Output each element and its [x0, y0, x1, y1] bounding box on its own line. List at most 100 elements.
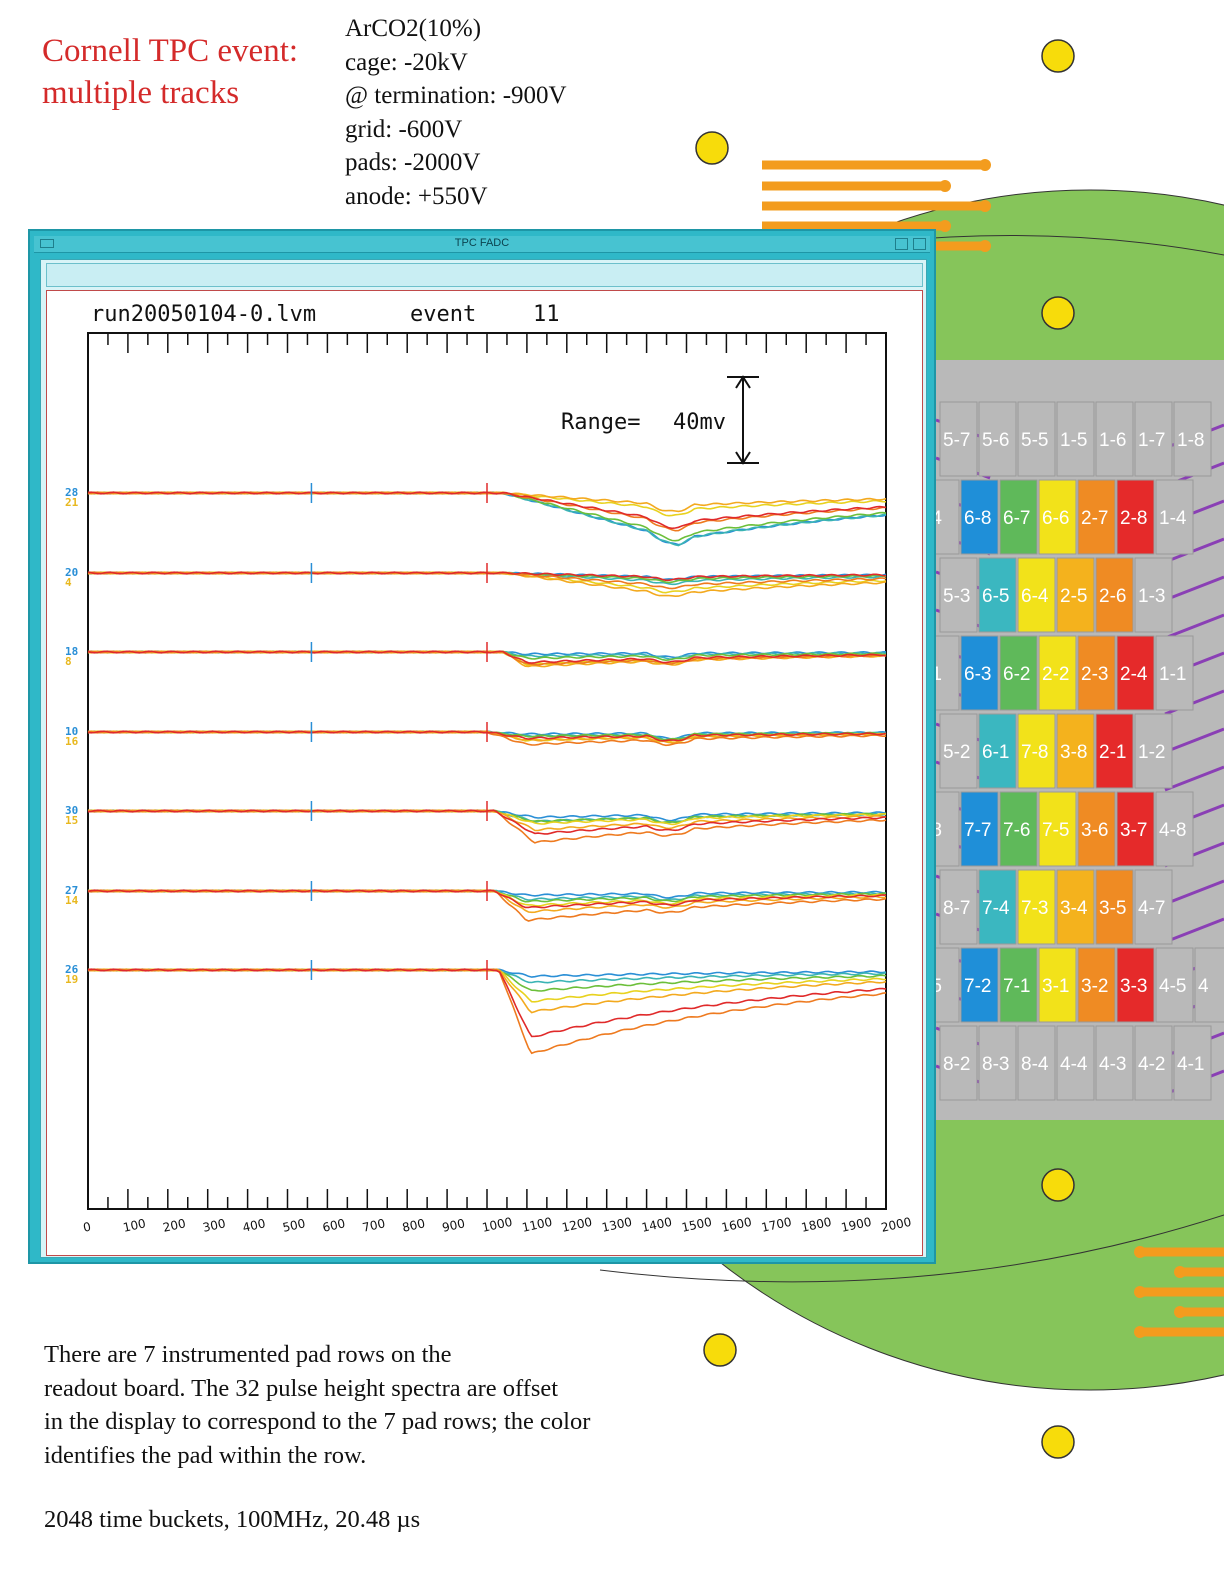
- pad-label: 5-5: [1021, 430, 1048, 451]
- pad-label: 6-8: [964, 508, 991, 529]
- window-menu-icon[interactable]: [40, 239, 54, 248]
- x-tick-label: 1200: [561, 1215, 594, 1235]
- pad-2-1: [1095, 713, 1134, 789]
- pad-label: 8-2: [943, 1054, 970, 1075]
- pad-label: 7-3: [1021, 898, 1048, 919]
- x-tick-label: 1400: [640, 1215, 673, 1235]
- pad-1-4: [1155, 479, 1194, 555]
- voltage-settings: ArCO2(10%) cage: -20kV @ termination: -9…: [345, 12, 567, 213]
- pad-1-6: [1095, 401, 1134, 477]
- pad-label: 1-6: [1099, 430, 1126, 451]
- pad-label: 4-8: [1159, 820, 1186, 841]
- pad-3-3: [1116, 947, 1155, 1023]
- row-label-bottom: 14: [65, 894, 79, 907]
- pad-label: 7-1: [1003, 976, 1030, 997]
- signal-wire: [1164, 765, 1224, 792]
- trace-connector-pad: [1134, 1326, 1146, 1338]
- window-title: TPC FADC: [454, 237, 510, 249]
- signal-wire: [1164, 917, 1224, 944]
- caption-line-4: identifies the pad within the row.: [44, 1441, 367, 1469]
- signal-wire: [1164, 879, 1224, 906]
- pad-5-2: [939, 713, 978, 789]
- pad-4-1: [1173, 1025, 1212, 1101]
- pad-label: 6-1: [982, 742, 1009, 763]
- x-tick-label: 2000: [880, 1215, 913, 1235]
- x-tick-label: 1700: [760, 1215, 793, 1235]
- pad-label: 3-2: [1081, 976, 1108, 997]
- pad-8-3: [978, 1025, 1017, 1101]
- pad-label: 1-5: [1060, 430, 1087, 451]
- pad-label: 8-7: [943, 898, 970, 919]
- pad-5-6: [978, 401, 1017, 477]
- pad-label: 8-3: [982, 1054, 1009, 1075]
- toolbar-strip: [46, 263, 923, 287]
- row-label-bottom: 15: [65, 814, 78, 827]
- pad-1-2: [1134, 713, 1173, 789]
- pad-1-7: [1134, 401, 1173, 477]
- pad-label: 5-3: [943, 586, 970, 607]
- pad-8-4: [1017, 1025, 1056, 1101]
- mounting-hole-icon: [1041, 1168, 1075, 1202]
- minimize-button[interactable]: [895, 238, 908, 250]
- pad-label: 2-3: [1081, 664, 1108, 685]
- pad-1-5: [1056, 401, 1095, 477]
- pad-label: 1-7: [1138, 430, 1165, 451]
- x-tick-label: 300: [202, 1216, 227, 1234]
- pad-7-3: [1017, 869, 1056, 945]
- trace-connector-pad: [979, 200, 991, 212]
- trace-connector-pad: [1134, 1286, 1146, 1298]
- x-tick-label: 0: [82, 1219, 92, 1234]
- pad-label: 2-4: [1120, 664, 1148, 685]
- pad-3-8: [1056, 713, 1095, 789]
- pad-label: 1-1: [1159, 664, 1186, 685]
- title-line-1: Cornell TPC event:: [42, 33, 299, 69]
- board-arc: [599, 1214, 1224, 1283]
- pad-6-3: [960, 635, 999, 711]
- pad-6-4: [1017, 557, 1056, 633]
- title-line-2: multiple tracks: [42, 75, 240, 111]
- pad-label: 7-6: [1003, 820, 1030, 841]
- pad-6-1: [978, 713, 1017, 789]
- caption: There are 7 instrumented pad rows on the…: [44, 1338, 704, 1472]
- x-tick-label: 200: [162, 1216, 187, 1234]
- pad-label: 6-6: [1042, 508, 1069, 529]
- run-file-label: run20050104-0.lvm: [91, 302, 316, 327]
- row-label-top: 18: [65, 645, 78, 658]
- settings-gas: ArCO2(10%): [345, 15, 482, 42]
- pad-3-6: [1077, 791, 1116, 867]
- fadc-plot: run20050104-0.lvm event 11 Range= 40mv 0…: [65, 302, 913, 1235]
- pad-label: 2-1: [1099, 742, 1126, 763]
- row-label-top: 10: [65, 725, 78, 738]
- plot-area: run20050104-0.lvm event 11 Range= 40mv 0…: [46, 290, 923, 1256]
- trace-connector-pad: [939, 180, 951, 192]
- x-tick-label: 600: [321, 1216, 346, 1234]
- maximize-button[interactable]: [913, 238, 926, 250]
- mounting-hole-icon: [1041, 39, 1075, 73]
- pad-3-7: [1116, 791, 1155, 867]
- mounting-hole-icon: [1041, 296, 1075, 330]
- event-number: 11: [533, 302, 560, 327]
- x-tick-label: 100: [122, 1216, 147, 1234]
- pad-label: 5-2: [943, 742, 970, 763]
- settings-grid: grid: -600V: [345, 115, 463, 143]
- pad-6-7: [999, 479, 1038, 555]
- pad-label: 4-2: [1138, 1054, 1165, 1075]
- window-titlebar[interactable]: TPC FADC: [34, 236, 930, 253]
- pad-2-7: [1077, 479, 1116, 555]
- pad-label: 3-5: [1099, 898, 1126, 919]
- pad-3-2: [1077, 947, 1116, 1023]
- x-tick-label: 1500: [680, 1215, 713, 1235]
- mounting-hole-icon: [695, 131, 729, 165]
- pad-1-3: [1134, 557, 1173, 633]
- pad-label: 7-7: [964, 820, 991, 841]
- plot-axes: 0 100 200 300 400 500 600 700 800 900 1000 1100 1200…: [82, 332, 913, 1235]
- pad-2-3: [1077, 635, 1116, 711]
- pad-grid: 5-75-65-51-51-61-71-8-46-86-76-62-72-81-…: [921, 401, 1224, 1101]
- x-tick-label: 1300: [601, 1215, 634, 1235]
- pad-8-2: [939, 1025, 978, 1101]
- trace-connector-pad: [1174, 1266, 1186, 1278]
- pad-label: 3-7: [1120, 820, 1147, 841]
- pad-7-6: [999, 791, 1038, 867]
- row-label-top: 28: [65, 486, 78, 499]
